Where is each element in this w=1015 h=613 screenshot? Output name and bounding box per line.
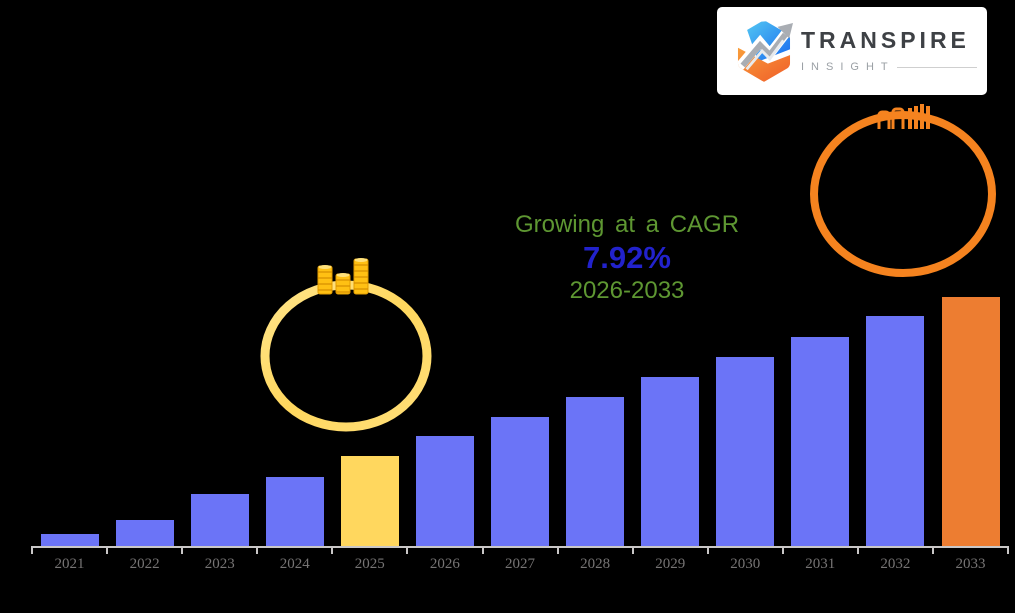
axis-tick <box>856 547 859 554</box>
x-axis-label-2025: 2025 <box>354 556 385 572</box>
bar-2030 <box>716 357 775 547</box>
bar-2023 <box>190 494 249 547</box>
x-axis-label-2021: 2021 <box>54 556 85 572</box>
axis-tick <box>556 547 559 554</box>
bar-2033 <box>941 297 1000 547</box>
cagr-period: 2026-2033 <box>569 277 685 305</box>
axis-tick <box>106 547 109 554</box>
x-axis-label-2029: 2029 <box>655 556 686 572</box>
axis-tick <box>631 547 634 554</box>
coins-ring <box>260 280 432 432</box>
axis-tick <box>781 547 784 554</box>
x-axis-label-2027: 2027 <box>505 556 535 572</box>
logo-title: TRANSPIRE <box>801 27 970 53</box>
bar-2029 <box>641 377 700 547</box>
logo-subtitle: INSIGHT <box>801 61 895 73</box>
coin-stacks-icon <box>317 258 369 295</box>
cagr-caption: Growing at a CAGR <box>514 211 740 238</box>
bar-2022 <box>115 520 174 547</box>
x-axis-label-2024: 2024 <box>279 556 310 572</box>
x-axis-label-2026: 2026 <box>429 556 460 572</box>
axis-tick <box>256 547 259 554</box>
bar-2032 <box>866 316 925 547</box>
axis-tick <box>706 547 709 554</box>
growth-ring <box>810 111 996 277</box>
axis-tick <box>331 547 334 554</box>
x-axis-label-2022: 2022 <box>129 556 160 572</box>
cagr-value: 7.92% <box>583 240 671 276</box>
bar-2024 <box>265 477 324 547</box>
bar-2028 <box>566 397 625 547</box>
axis-tick <box>181 547 184 554</box>
x-axis-label-2030: 2030 <box>730 556 761 572</box>
logo: TRANSPIRE INSIGHT <box>717 7 987 95</box>
axis-tick <box>481 547 484 554</box>
axis-tick <box>931 547 934 554</box>
cagr-annotation: Growing at a CAGR 7.92% 2026-2033 <box>499 211 755 305</box>
x-axis-label-2032: 2032 <box>880 556 911 572</box>
growth-bars-icon <box>877 104 930 129</box>
x-axis-label-2031: 2031 <box>805 556 836 572</box>
x-axis-label-2028: 2028 <box>580 556 611 572</box>
bar-2021 <box>40 534 99 547</box>
x-axis-label-2023: 2023 <box>204 556 235 572</box>
axis-tick <box>31 547 33 554</box>
bar-2026 <box>415 436 474 547</box>
transpire-logo-icon <box>737 20 793 82</box>
bar-2025 <box>340 456 399 547</box>
x-axis-line <box>31 546 1009 548</box>
axis-tick <box>406 547 409 554</box>
logo-divider-line <box>896 66 977 68</box>
bar-2031 <box>791 337 850 547</box>
x-axis-label-2033: 2033 <box>955 556 986 572</box>
axis-tick <box>1007 547 1009 554</box>
bar-2027 <box>491 417 549 547</box>
